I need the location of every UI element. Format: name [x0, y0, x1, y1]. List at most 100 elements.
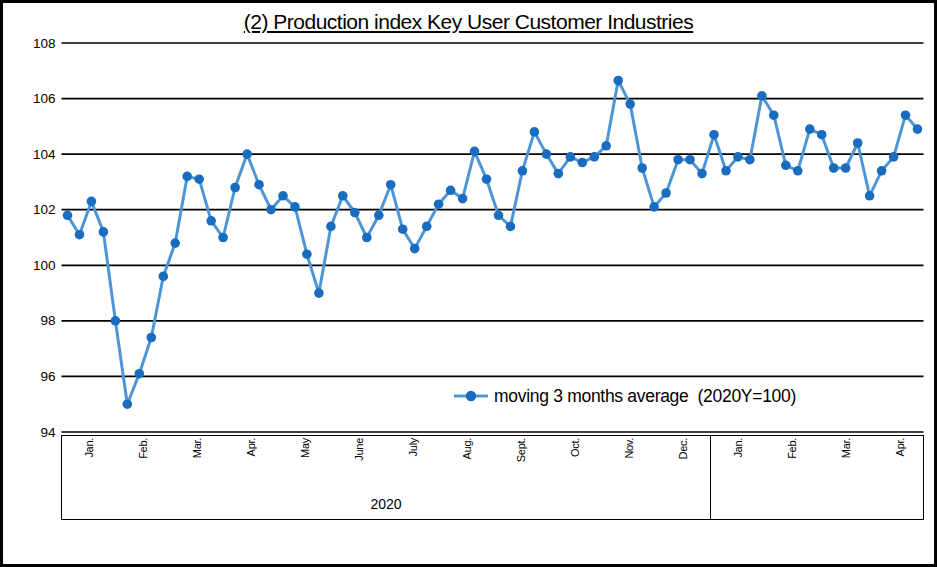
series-line: [68, 81, 918, 405]
data-point: [853, 138, 863, 148]
y-axis-label: 94: [40, 425, 56, 440]
y-axis-label: 100: [33, 258, 56, 273]
data-point: [123, 399, 133, 409]
data-point: [422, 222, 432, 232]
x-axis-month-label: June: [332, 436, 386, 493]
data-point: [230, 183, 240, 193]
data-point: [673, 155, 683, 165]
data-point: [326, 222, 336, 232]
data-point: [625, 99, 635, 109]
data-point: [458, 194, 468, 204]
data-point: [135, 369, 145, 379]
data-point: [781, 161, 791, 171]
data-point: [697, 169, 707, 179]
month-label-row: Jan.Feb.Mar.Apr.MayJuneJulyAug.Sept.Oct.…: [62, 436, 710, 493]
y-axis-label: 108: [33, 36, 56, 51]
data-point: [566, 152, 576, 162]
data-point: [829, 163, 839, 173]
y-axis-label: 106: [33, 91, 56, 106]
x-axis-month-label: Nov.: [602, 436, 656, 493]
x-axis-month-label: Sept.: [494, 436, 548, 493]
data-point: [542, 149, 552, 159]
data-point: [769, 110, 779, 120]
x-axis-month-label: May: [278, 436, 332, 493]
x-axis-year-block: Jan.Feb.Mar.Apr.MayJuneJulyAug.Sept.Oct.…: [62, 436, 711, 519]
data-point: [554, 169, 564, 179]
data-point: [63, 211, 73, 221]
data-point: [362, 233, 372, 243]
data-point: [578, 158, 588, 168]
data-point: [194, 174, 204, 184]
data-point: [601, 141, 611, 151]
data-point: [709, 130, 719, 140]
data-point: [685, 155, 695, 165]
data-point: [470, 147, 480, 157]
legend: moving 3 months average (2020Y=100): [451, 382, 798, 410]
y-axis-label: 98: [40, 313, 55, 328]
x-axis-year-label: 2020: [62, 493, 710, 519]
legend-label: moving 3 months average (2020Y=100): [494, 386, 796, 407]
data-point: [350, 208, 360, 218]
data-point: [889, 152, 899, 162]
data-point: [733, 152, 743, 162]
data-point: [302, 249, 312, 259]
data-point: [590, 152, 600, 162]
data-point: [482, 174, 492, 184]
data-point: [338, 191, 348, 201]
x-axis-month-label: Jan.: [62, 436, 116, 493]
x-axis-month-label: Mar.: [170, 436, 224, 493]
data-point: [745, 155, 755, 165]
data-point: [290, 202, 300, 212]
data-point: [206, 216, 216, 226]
x-axis-table: Jan.Feb.Mar.Apr.MayJuneJulyAug.Sept.Oct.…: [61, 435, 924, 520]
data-point: [841, 163, 851, 173]
data-point: [182, 172, 192, 182]
data-point: [170, 238, 180, 248]
y-axis-label: 104: [33, 147, 56, 162]
data-point: [757, 91, 767, 101]
data-point: [159, 272, 169, 282]
x-axis-month-label: Feb.: [765, 436, 819, 493]
data-point: [530, 127, 540, 137]
x-axis-month-label: July: [386, 436, 440, 493]
data-point: [218, 233, 228, 243]
x-axis-month-label: May: [927, 436, 937, 493]
data-point: [75, 230, 85, 240]
x-axis-month-label: Apr.: [873, 436, 927, 493]
data-point: [721, 166, 731, 176]
data-point: [506, 222, 516, 232]
x-axis-month-label: Oct.: [548, 436, 602, 493]
data-point: [278, 191, 288, 201]
x-axis-year-label: 2021: [711, 493, 937, 519]
data-point: [410, 244, 420, 254]
data-point: [147, 333, 157, 343]
data-point: [613, 76, 623, 86]
data-point: [314, 288, 324, 298]
data-point: [805, 124, 815, 134]
data-point: [877, 166, 887, 176]
data-point: [793, 166, 803, 176]
data-point: [817, 130, 827, 140]
data-point: [242, 149, 252, 159]
x-axis-month-label: Dec.: [656, 436, 710, 493]
data-point: [637, 163, 647, 173]
legend-marker-icon: [453, 389, 489, 403]
data-point: [266, 205, 276, 215]
data-point: [901, 110, 911, 120]
data-point: [494, 211, 504, 221]
data-point: [649, 202, 659, 212]
x-axis-month-label: Aug.: [440, 436, 494, 493]
data-point: [913, 124, 923, 134]
y-axis-label: 96: [40, 369, 55, 384]
data-point: [99, 227, 109, 237]
data-point: [446, 186, 456, 196]
data-point: [661, 188, 671, 198]
x-axis-month-label: Apr.: [224, 436, 278, 493]
data-point: [374, 211, 384, 221]
x-axis-month-label: Mar.: [819, 436, 873, 493]
x-axis-year-block: Jan.Feb.Mar.Apr.MayJuneJulyAug.Sept.Oct.…: [711, 436, 937, 519]
data-point: [87, 197, 97, 207]
data-point: [865, 191, 875, 201]
data-point: [111, 316, 121, 326]
x-axis-month-label: Feb.: [116, 436, 170, 493]
